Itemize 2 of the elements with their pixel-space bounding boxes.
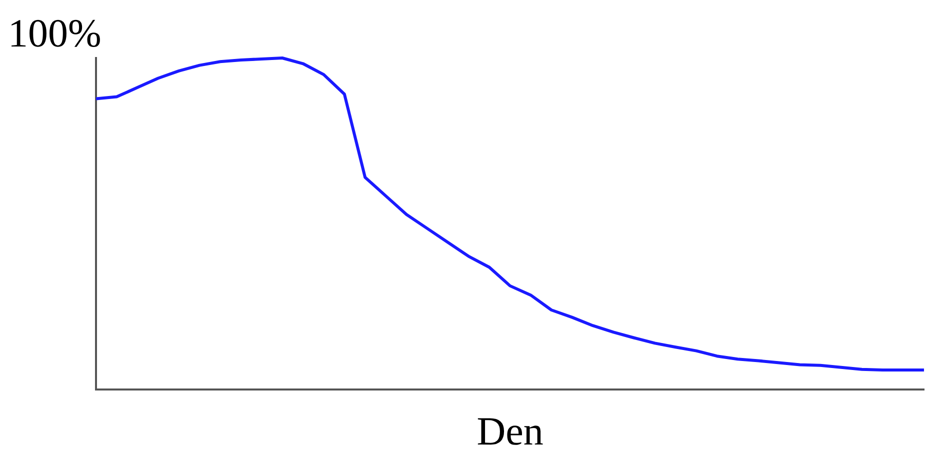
x-axis-title: Den bbox=[476, 408, 544, 454]
y-axis-title: 100% bbox=[8, 10, 102, 56]
